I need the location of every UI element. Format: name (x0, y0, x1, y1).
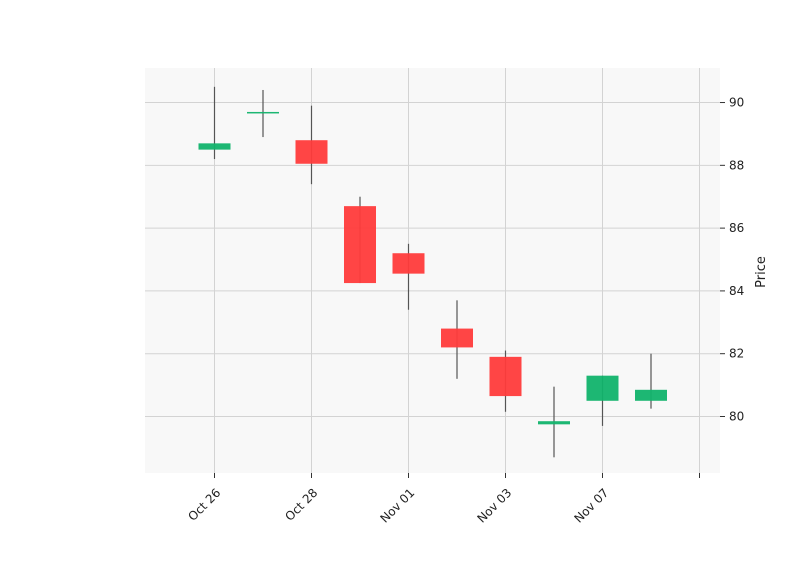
x-axis: Oct 26 Oct 28 Nov 01 Nov 03 Nov 07 (185, 473, 700, 526)
candle-body (586, 375, 619, 401)
candle-body (489, 356, 522, 397)
x-tick-label: Nov 07 (571, 486, 611, 526)
candles (198, 86, 667, 458)
y-tick-label: 86 (729, 221, 744, 235)
x-tick-label: Nov 03 (474, 486, 514, 526)
candle-body (247, 111, 279, 114)
y-tick-label: 90 (729, 96, 744, 110)
candle-body (635, 389, 667, 401)
y-tick-label: 84 (729, 284, 744, 298)
candle-body (344, 206, 376, 284)
x-tick-label: Oct 28 (282, 486, 320, 524)
candle-body (392, 253, 425, 274)
y-axis-label: Price (754, 256, 769, 288)
y-tick-label: 88 (729, 158, 744, 172)
y-axis: 80 82 84 86 88 90 (720, 96, 744, 423)
candle-body (538, 421, 570, 425)
plot-background (145, 68, 720, 473)
candle-body (441, 328, 473, 348)
candle-body (295, 140, 328, 164)
y-tick-label: 82 (729, 347, 744, 361)
x-tick-label: Nov 01 (377, 486, 417, 526)
y-tick-label: 80 (729, 409, 744, 423)
candle-body (198, 143, 231, 150)
x-tick-label: Oct 26 (185, 486, 223, 524)
